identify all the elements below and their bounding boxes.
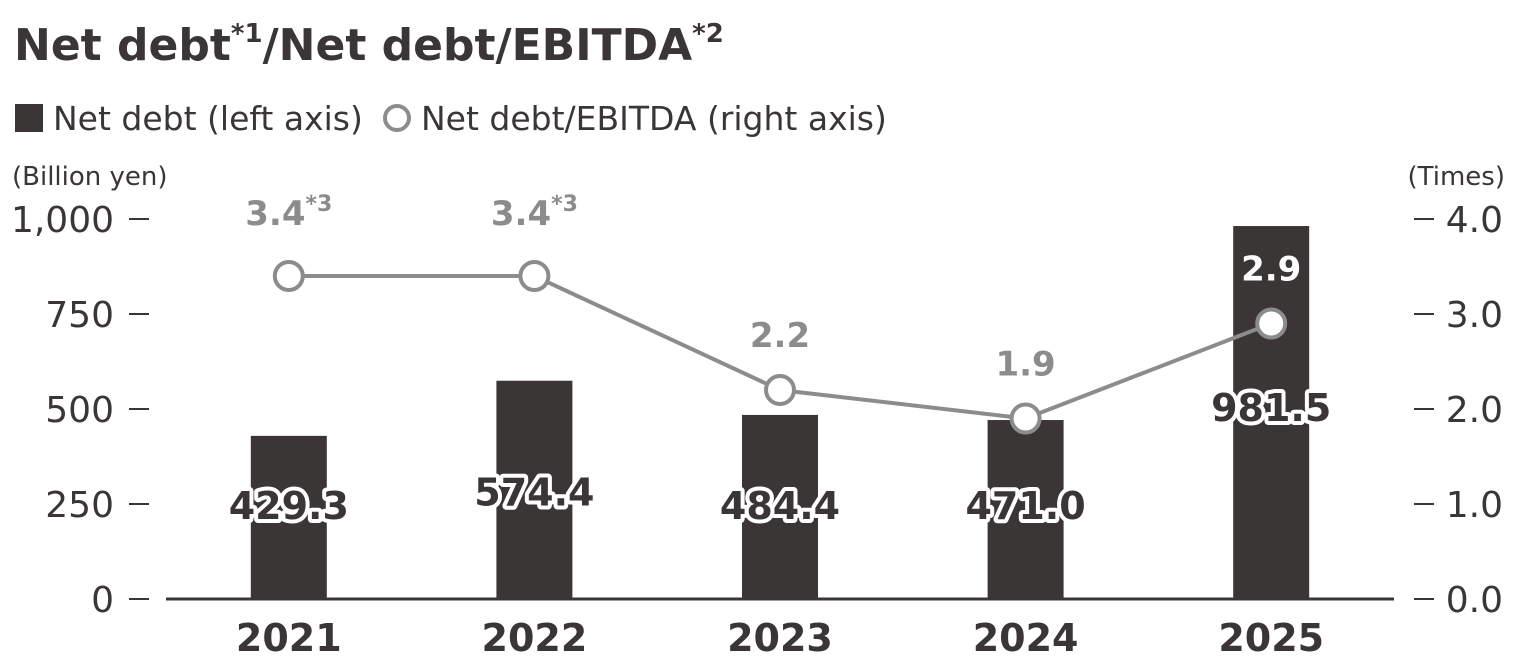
bar — [250, 435, 327, 599]
bar — [496, 380, 573, 599]
right-tick-label: 4.0 — [1446, 200, 1503, 241]
right-tick-label: 3.0 — [1446, 295, 1503, 336]
right-axis-unit: (Times) — [1408, 162, 1505, 192]
category-label: 2024 — [973, 616, 1079, 660]
bar-value-label: 981.5 — [1211, 386, 1331, 430]
category-label: 2023 — [727, 616, 833, 660]
left-tick-label: 1,000 — [11, 200, 114, 241]
title-net-debt: Net debt — [14, 20, 231, 71]
ratio-point — [272, 260, 305, 292]
left-axis: 0 250 500 750 1,000 — [11, 200, 149, 621]
bar — [742, 414, 818, 599]
right-axis: 0.0 1.0 2.0 3.0 4.0 — [1414, 200, 1503, 621]
x-axis-categories: 2021 2022 2023 2024 2025 — [236, 616, 1324, 660]
bar — [987, 420, 1064, 599]
ratio-value-label: 1.9 — [995, 345, 1055, 385]
ratio-value-label: 3.4*3 — [245, 192, 332, 234]
title-footnote-1: *1 — [231, 19, 263, 49]
category-label: 2022 — [482, 616, 588, 660]
legend: Net debt (left axis) Net debt/EBITDA (ri… — [15, 99, 887, 138]
ratio-point — [1009, 402, 1042, 435]
legend-line-marker — [383, 104, 411, 132]
legend-line-label: Net debt/EBITDA (right axis) — [421, 99, 887, 138]
ratio-series: 429.3 574.4 484.4 471.0 981.5 3.4*3 3.4*3 2.2 1.… — [225, 192, 1336, 532]
category-label: 2025 — [1218, 616, 1324, 660]
legend-bar-swatch — [15, 104, 43, 132]
bar-value-labels: 429.3 574.4 484.4 471.0 981.5 — [225, 382, 1336, 532]
bar-value-label: 429.3 — [229, 484, 349, 528]
bar-value-label: 574.4 — [474, 471, 594, 515]
left-tick-label: 0 — [91, 580, 114, 621]
left-tick-label: 750 — [45, 295, 114, 336]
ratio-point — [764, 374, 796, 406]
ratio-value-label: 3.4*3 — [491, 192, 578, 234]
right-tick-label: 2.0 — [1446, 390, 1503, 431]
right-tick-label: 0.0 — [1446, 580, 1503, 621]
bar-value-label: 484.4 — [720, 484, 840, 528]
ratio-point — [1255, 307, 1288, 340]
ratio-value-label: 2.9 — [1241, 250, 1301, 290]
legend-bar-label: Net debt (left axis) — [53, 99, 363, 138]
ratio-value-label: 2.2 — [750, 316, 810, 356]
title-ratio: /Net debt/EBITDA — [263, 20, 693, 71]
chart-title: Net debt*1/Net debt/EBITDA*2 — [14, 19, 724, 71]
category-label: 2021 — [236, 616, 342, 660]
right-tick-label: 1.0 — [1446, 485, 1503, 526]
title-footnote-2: *2 — [692, 19, 724, 49]
ratio-point — [518, 260, 551, 292]
left-axis-unit: (Billion yen) — [12, 162, 168, 192]
bar — [1233, 226, 1310, 599]
left-tick-label: 500 — [45, 390, 114, 431]
bar-value-label: 471.0 — [965, 484, 1085, 528]
bar-series — [250, 226, 1310, 599]
left-tick-label: 250 — [45, 485, 114, 526]
